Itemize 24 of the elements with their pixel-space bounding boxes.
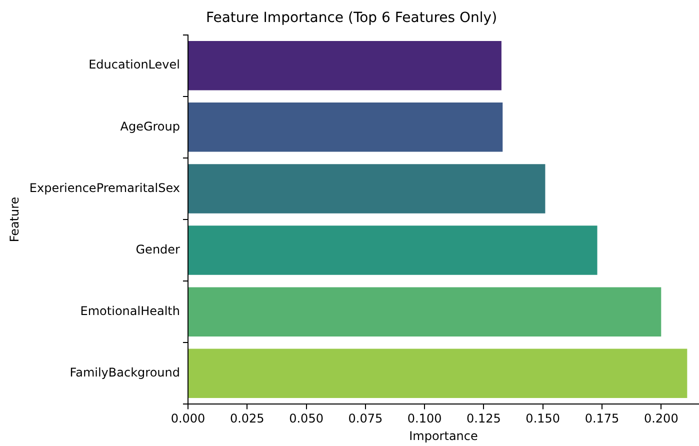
x-tick-label: 0.100 [407,412,442,426]
x-tick-label: 0.025 [230,412,264,426]
x-tick-label: 0.075 [348,412,383,426]
y-tick-label: EducationLevel [88,58,180,72]
bar [188,164,546,214]
bar [188,287,662,336]
x-tick-label: 0.150 [526,412,560,426]
x-tick-label: 0.200 [644,412,678,426]
x-tick-label: 0.050 [289,412,324,426]
y-axis-title: Feature [7,196,22,242]
x-tick-label: 0.125 [466,412,501,426]
y-tick-label: Gender [136,242,180,256]
chart-title: Feature Importance (Top 6 Features Only) [206,10,498,26]
bar [188,226,598,275]
bar [188,40,502,90]
y-tick-label: ExperiencePremaritalSex [29,180,180,195]
y-tick-label: AgeGroup [120,119,180,134]
y-tick-label: EmotionalHealth [80,304,180,318]
bar [188,348,688,398]
bar [188,102,503,152]
x-axis-title: Importance [409,428,478,443]
x-tick-label: 0.000 [170,412,206,426]
x-tick-label: 0.175 [584,412,620,426]
y-tick-label: FamilyBackground [70,366,180,380]
